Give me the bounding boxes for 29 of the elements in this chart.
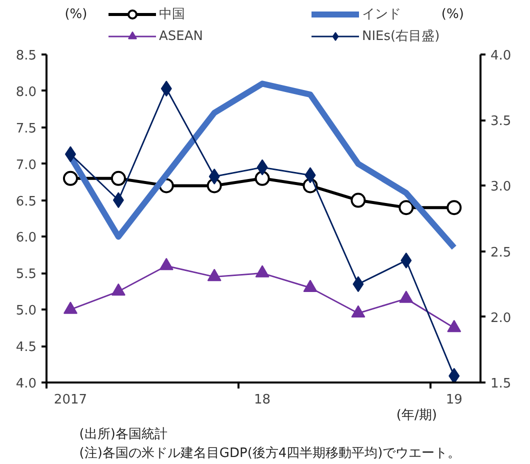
y2-tick-label: 3.5 [490, 114, 512, 130]
x-axis-title: (年/期) [396, 408, 437, 423]
y2-axis-title: (%) [441, 7, 464, 22]
text: (出所)各国統計 [79, 427, 168, 442]
y-tick-label: 6.0 [16, 230, 37, 246]
y-tick-label: 4.0 [16, 376, 37, 392]
y-tick-label: 7.0 [16, 158, 37, 173]
x-tick-label: 2017 [54, 392, 88, 408]
legend-label: インド [362, 7, 401, 22]
y-tick-label: 6.5 [16, 194, 37, 210]
legend-label: NIEs(右目盛) [362, 28, 441, 45]
y-axis-title: (%) [64, 7, 88, 22]
y2-tick-label: 2.5 [490, 245, 512, 260]
y2-tick-label: 4.0 [490, 48, 512, 64]
x-tick-label: 18 [254, 392, 271, 408]
legend-label: ASEAN [159, 28, 204, 44]
y-tick-label: 8.0 [16, 84, 37, 100]
y2-tick-label: 2.0 [490, 310, 512, 326]
y-tick-label: 5.0 [16, 304, 37, 319]
legend-label: 中国 [159, 6, 186, 23]
y-tick-label: 7.5 [16, 121, 37, 136]
y2-tick-label: 3.0 [490, 180, 512, 195]
point [448, 368, 460, 382]
text: (注)各国の米ドル建名目GDP(後方4四半期移動平均)でウエート。 [79, 445, 461, 461]
y2-tick-label: 1.5 [490, 376, 512, 392]
y-tick-label: 8.5 [16, 48, 37, 64]
x-tick-label: 19 [446, 392, 462, 408]
y-tick-label: 5.5 [16, 267, 37, 282]
y-tick-label: 4.5 [16, 340, 37, 356]
